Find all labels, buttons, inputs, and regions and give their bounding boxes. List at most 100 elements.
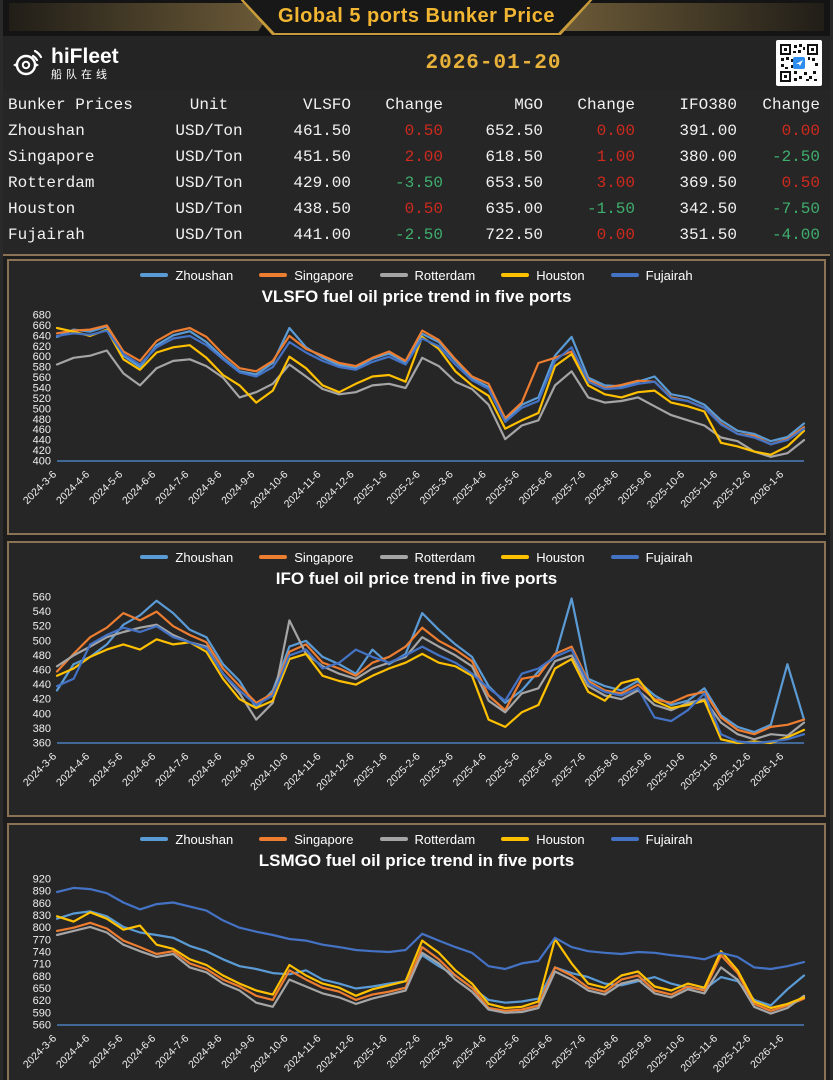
series-line-singapore (55, 610, 806, 736)
series-line-houston (55, 911, 806, 1010)
x-axis-tick-label: 2025-8-6 (583, 469, 621, 507)
table-cell: -2.50 (394, 226, 443, 244)
brand-subtitle: 船队在线 (51, 68, 111, 81)
legend-label: Rotterdam (414, 831, 476, 847)
y-axis-tick-label: 640 (33, 330, 51, 342)
chart-plot: 9208908608308007707407106806506205905602… (21, 874, 806, 1075)
y-axis-tick-label: 380 (33, 723, 51, 735)
x-axis-tick-label: 2024-6-6 (120, 1033, 158, 1071)
column-header: VLSFO (302, 96, 351, 114)
column-header: Change (762, 96, 820, 114)
legend-line-swatch (259, 273, 288, 277)
y-axis-tick-label: 500 (33, 403, 51, 415)
table-cell: 1.00 (596, 148, 635, 166)
y-axis-tick-label: 420 (33, 445, 51, 457)
y-axis-tick-label: 480 (33, 650, 51, 662)
y-axis-tick-label: 600 (33, 351, 51, 363)
x-axis-tick-label: 2025-7-6 (550, 469, 588, 507)
x-axis-tick-label: 2025-6-6 (517, 1033, 555, 1071)
table-cell: Zhoushan (8, 122, 85, 140)
section-divider (3, 254, 830, 256)
x-axis-tick-label: 2024-7-6 (153, 751, 191, 789)
legend-line-swatch (501, 555, 530, 559)
legend-item: Fujairah (610, 832, 693, 847)
y-axis-tick-label: 560 (33, 372, 51, 384)
report-date: 2026-01-20 (425, 51, 562, 75)
legend-label: Zhoushan (175, 267, 234, 283)
series-line-zhoushan (55, 910, 806, 1007)
table-cell: 391.00 (679, 122, 737, 140)
y-axis-tick-label: 680 (33, 971, 51, 983)
chart-panel-ifo: Zhoushan Singapore Rotterdam Houston Fujaira… (7, 541, 826, 817)
table-cell: 441.00 (293, 226, 351, 244)
legend-item: Zhoushan (140, 268, 233, 283)
y-axis-tick-label: 800 (33, 922, 51, 934)
page-title: Global 5 ports Bunker Price (278, 5, 555, 27)
table-cell: -1.50 (586, 200, 635, 218)
table-cell: 0.00 (596, 122, 635, 140)
table-cell: 722.50 (485, 226, 543, 244)
table-row: Zhoushan USD/Ton 461.50 0.50 652.50 0.00 391.0… (3, 118, 830, 144)
table-cell: 351.50 (679, 226, 737, 244)
y-axis-tick-label: 920 (33, 874, 51, 886)
series-line-fujairah (55, 329, 806, 446)
y-axis-tick-label: 520 (33, 393, 51, 405)
y-axis-tick-label: 540 (33, 606, 51, 618)
x-axis-tick-label: 2025-3-6 (418, 469, 456, 507)
y-axis-tick-label: 400 (33, 456, 51, 468)
table-cell: USD/Ton (175, 226, 243, 244)
chart-title: VLSFO fuel oil price trend in five ports (261, 287, 572, 306)
table-cell: 461.50 (293, 122, 351, 140)
table-cell: 0.50 (404, 200, 443, 218)
y-axis-tick-label: 440 (33, 435, 51, 447)
y-axis-tick-label: 560 (33, 592, 51, 604)
legend-line-swatch (259, 555, 288, 559)
x-axis-tick-label: 2024-4-6 (54, 1033, 92, 1071)
table-cell: 3.00 (596, 174, 635, 192)
x-axis-tick-label: 2024-5-6 (87, 1033, 125, 1071)
x-axis-tick-label: 2025-5-6 (484, 1033, 522, 1071)
x-axis-tick-label: 2025-2-6 (384, 469, 422, 507)
legend-line-swatch (140, 555, 169, 559)
y-axis-tick-label: 860 (33, 898, 51, 910)
x-axis-tick-label: 2024-5-6 (87, 751, 125, 789)
x-axis-tick-label: 2025-4-6 (451, 469, 489, 507)
chart-legend: Zhoushan Singapore Rotterdam Houston Fujaira… (9, 545, 824, 569)
legend-line-swatch (501, 837, 530, 841)
table-cell: 653.50 (485, 174, 543, 192)
legend-item: Zhoushan (140, 832, 233, 847)
y-axis-tick-label: 830 (33, 910, 51, 922)
table-cell: Fujairah (8, 226, 85, 244)
table-cell: -4.00 (771, 226, 820, 244)
series-line-houston (55, 326, 806, 456)
legend-line-swatch (379, 555, 408, 559)
y-axis-tick-label: 710 (33, 959, 51, 971)
brand-logo: hiFleet 船队在线 (11, 46, 211, 81)
x-axis-tick-label: 2024-7-6 (153, 469, 191, 507)
table-cell: -3.50 (394, 174, 443, 192)
y-axis-tick-label: 560 (33, 1020, 51, 1032)
legend-line-swatch (379, 273, 408, 277)
legend-line-swatch (140, 837, 169, 841)
x-axis-tick-label: 2026-1-6 (748, 751, 786, 789)
table-cell: 451.50 (293, 148, 351, 166)
x-axis-tick-label: 2025-3-6 (418, 1033, 456, 1071)
y-axis-tick-label: 890 (33, 886, 51, 898)
x-axis-tick-label: 2024-3-6 (21, 751, 59, 789)
table-cell: 369.50 (679, 174, 737, 192)
table-row: Fujairah USD/Ton 441.00 -2.50 722.50 0.00 351.… (3, 222, 830, 248)
column-header: Change (577, 96, 635, 114)
x-axis-tick-label: 2026-1-6 (748, 1033, 786, 1071)
table-cell: USD/Ton (175, 148, 243, 166)
hifleet-compass-icon (13, 49, 43, 76)
legend-label: Houston (536, 549, 585, 565)
x-axis-tick-label: 2024-8-6 (186, 1033, 224, 1071)
table-cell: 429.00 (293, 174, 351, 192)
x-axis-tick-label: 2025-4-6 (451, 751, 489, 789)
legend-item: Houston (501, 832, 585, 847)
x-axis-tick-label: 2025-8-6 (583, 1033, 621, 1071)
legend-label: Zhoushan (175, 831, 234, 847)
legend-label: Singapore (294, 267, 354, 283)
title-banner: Global 5 ports Bunker Price (3, 0, 830, 36)
table-cell: Singapore (8, 148, 95, 166)
